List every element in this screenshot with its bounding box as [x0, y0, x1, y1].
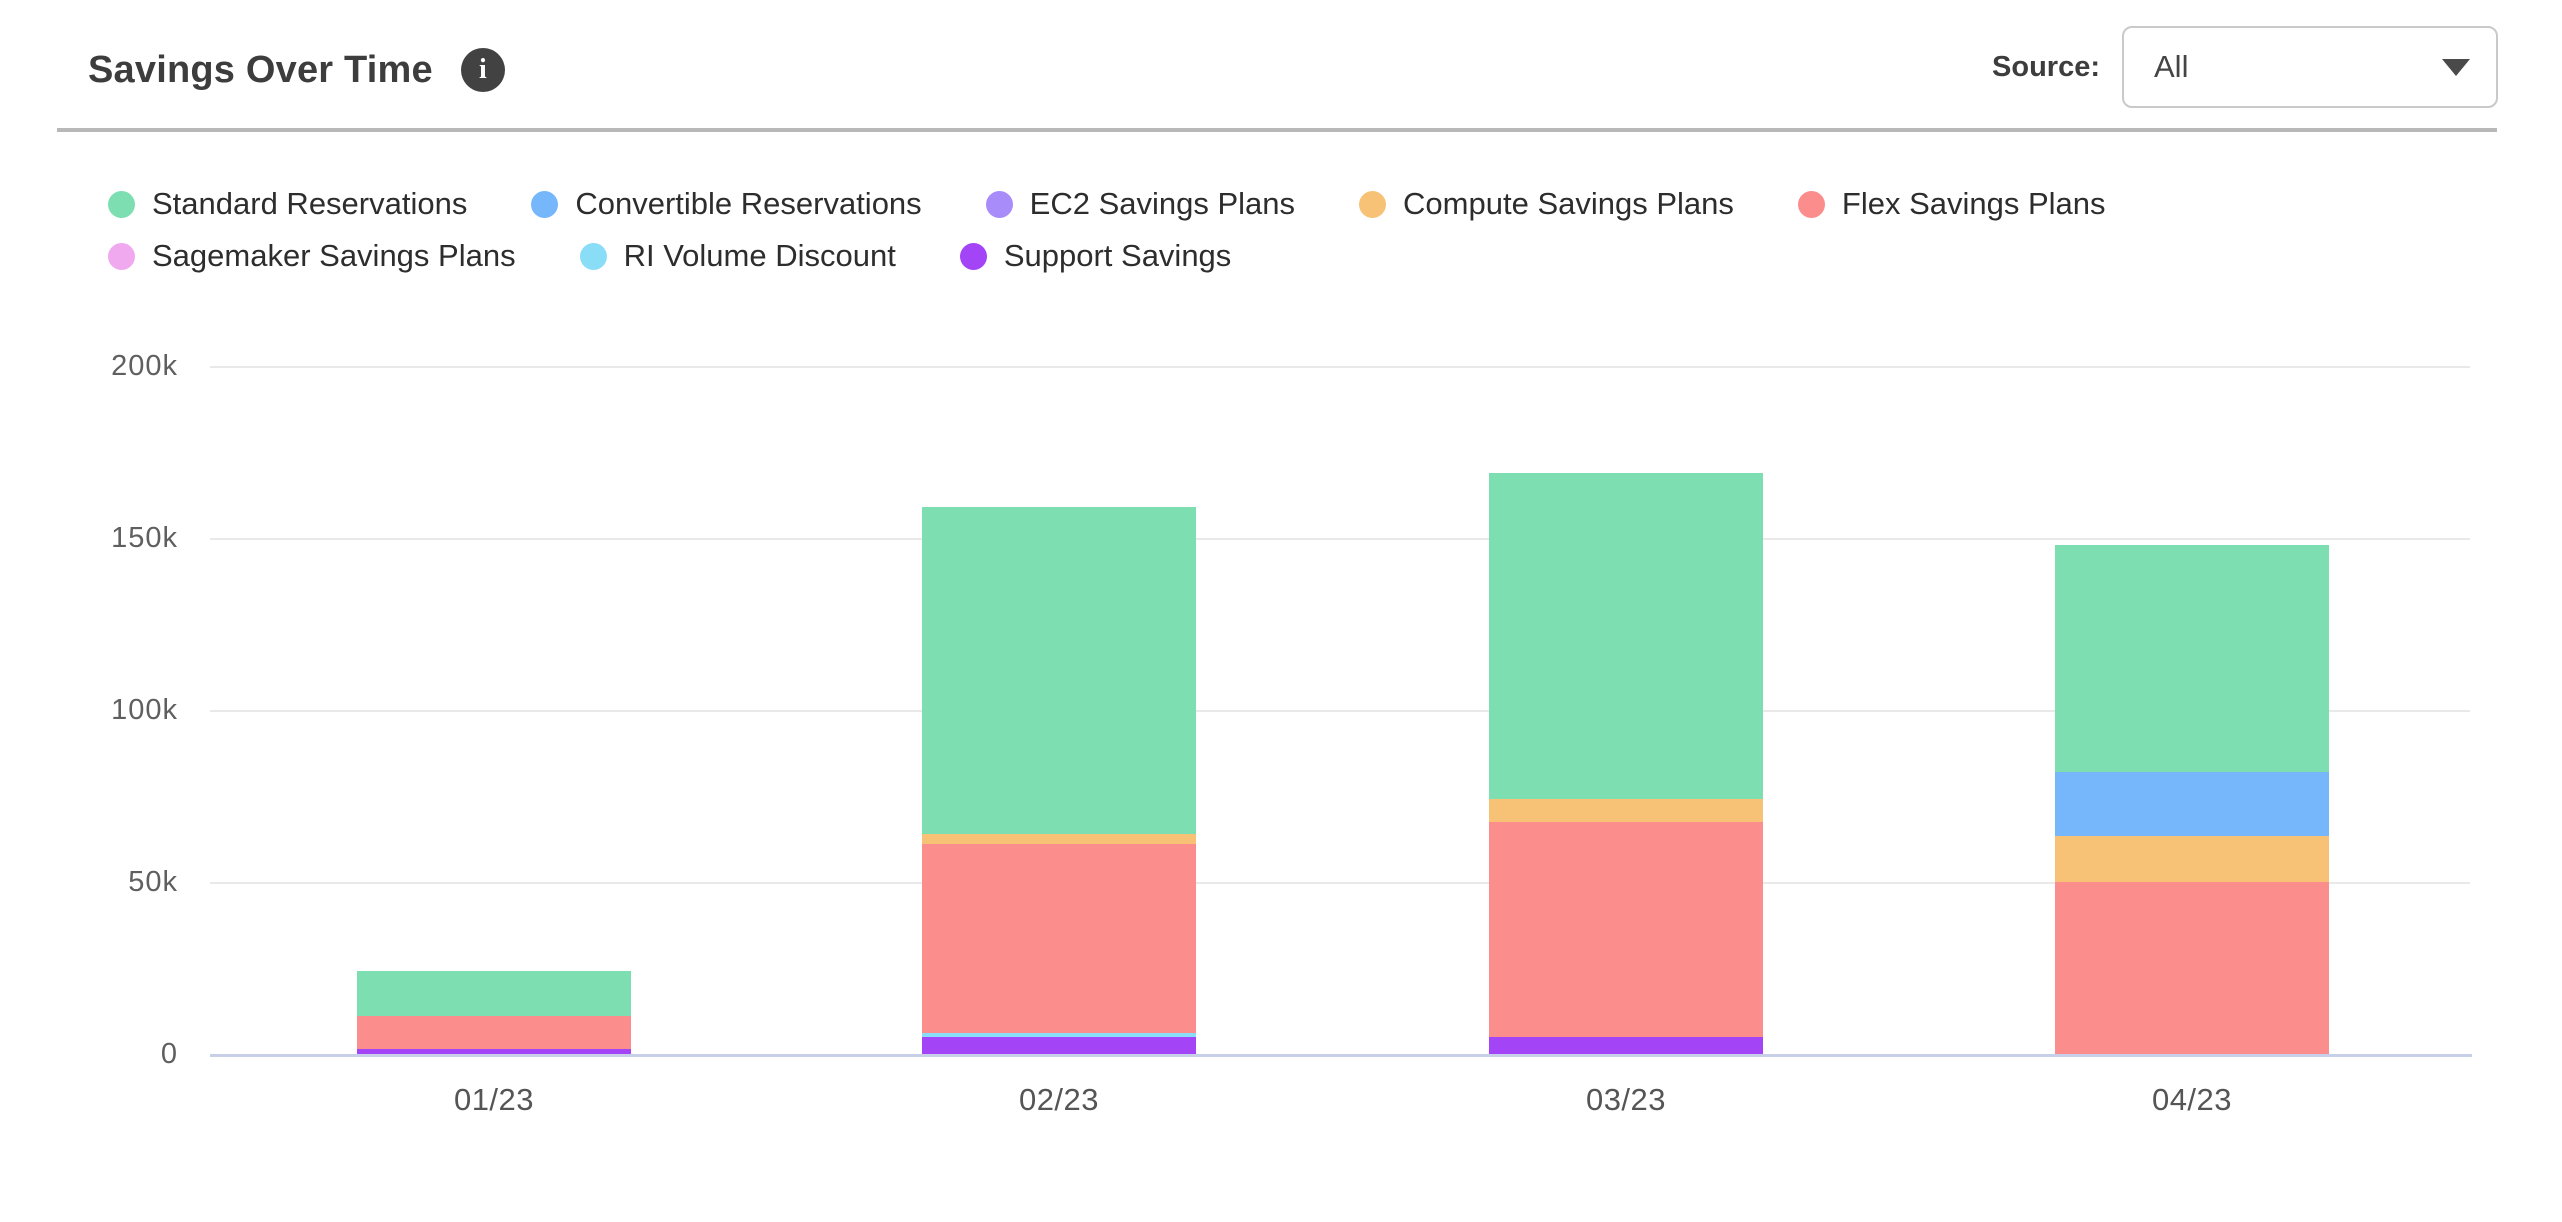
bar-segment-convertible-reservations[interactable] — [2055, 771, 2329, 836]
bar-segment-compute-savings-plans[interactable] — [1489, 799, 1763, 822]
bar-segment-standard-reservations[interactable] — [357, 971, 631, 1017]
legend-label: EC2 Savings Plans — [1029, 186, 1296, 221]
legend-dot-icon — [985, 190, 1013, 218]
y-axis-tick-150k: 150k — [111, 522, 178, 554]
legend-dot-icon — [108, 190, 135, 218]
y-axis-tick-0: 0 — [160, 1038, 178, 1070]
bar-01/23[interactable] — [357, 971, 631, 1054]
legend-dot-icon — [959, 242, 987, 270]
legend-label: Support Savings — [1003, 238, 1232, 273]
page-title: Savings Over Time — [88, 48, 433, 91]
gridline-100k — [210, 710, 2470, 712]
x-axis-tick-01/23: 01/23 — [453, 1082, 535, 1117]
gridline-150k — [210, 538, 2470, 540]
gridline-50k — [210, 882, 2470, 884]
header-divider — [57, 128, 2497, 132]
chart-legend: Standard Reservations Convertible Reserva… — [108, 186, 2458, 274]
legend-label: RI Volume Discount — [623, 238, 896, 273]
source-label: Source: — [1992, 50, 2100, 83]
bar-segment-support-savings[interactable] — [357, 1048, 631, 1054]
legend-dot-icon — [579, 242, 607, 270]
legend-label: Sagemaker Savings Plans — [152, 238, 516, 273]
legend-label: Flex Savings Plans — [1841, 186, 2106, 221]
x-axis-baseline — [210, 1054, 2472, 1057]
legend-item-sagemaker-savings-plans[interactable]: Sagemaker Savings Plans — [108, 238, 516, 274]
gridline-200k — [210, 366, 2470, 368]
y-axis-tick-50k: 50k — [128, 866, 178, 898]
bar-03/23[interactable] — [1489, 472, 1763, 1054]
bar-segment-support-savings[interactable] — [922, 1036, 1196, 1054]
legend-label: Compute Savings Plans — [1403, 186, 1734, 221]
x-axis-tick-03/23: 03/23 — [1585, 1082, 1667, 1117]
chart-header: Savings Over Time i Source: All — [0, 0, 2562, 128]
y-axis-tick-200k: 200k — [111, 350, 178, 382]
legend-item-convertible-reservations[interactable]: Convertible Reservations — [531, 186, 922, 222]
legend-item-support-savings[interactable]: Support Savings — [959, 238, 1232, 274]
x-axis-tick-02/23: 02/23 — [1018, 1082, 1100, 1117]
legend-label: Convertible Reservations — [575, 186, 922, 221]
legend-item-ri-volume-discount[interactable]: RI Volume Discount — [579, 238, 896, 274]
legend-item-flex-savings-plans[interactable]: Flex Savings Plans — [1797, 186, 2106, 222]
bar-segment-compute-savings-plans[interactable] — [922, 833, 1196, 845]
legend-dot-icon — [1797, 190, 1825, 218]
source-selected-value: All — [2154, 49, 2189, 84]
legend-item-compute-savings-plans[interactable]: Compute Savings Plans — [1359, 186, 1734, 222]
stacked-bar-chart: 200k 150k 100k 50k 0 01/23 02/23 03/23 04/23 — [0, 316, 2562, 1146]
chevron-down-icon — [2442, 58, 2470, 76]
bar-segment-support-savings[interactable] — [1489, 1036, 1763, 1054]
bar-segment-compute-savings-plans[interactable] — [2055, 835, 2329, 882]
legend-label: Standard Reservations — [152, 186, 468, 221]
bar-segment-standard-reservations[interactable] — [922, 507, 1196, 834]
x-axis-tick-04/23: 04/23 — [2151, 1082, 2233, 1117]
source-select[interactable]: All — [2122, 26, 2498, 108]
bar-segment-flex-savings-plans[interactable] — [922, 844, 1196, 1034]
bar-02/23[interactable] — [922, 507, 1196, 1054]
bar-segment-flex-savings-plans[interactable] — [357, 1016, 631, 1049]
legend-item-standard-reservations[interactable]: Standard Reservations — [108, 186, 467, 222]
bar-segment-standard-reservations[interactable] — [2055, 544, 2329, 772]
bar-segment-flex-savings-plans[interactable] — [2055, 882, 2329, 1054]
legend-dot-icon — [108, 242, 135, 270]
bar-segment-ri-volume-discount[interactable] — [922, 1033, 1196, 1037]
legend-dot-icon — [1359, 190, 1387, 218]
legend-dot-icon — [531, 190, 559, 218]
legend-item-ec2-savings-plans[interactable]: EC2 Savings Plans — [985, 186, 1296, 222]
bar-04/23[interactable] — [2055, 544, 2329, 1054]
bar-segment-standard-reservations[interactable] — [1489, 472, 1763, 800]
info-icon[interactable]: i — [460, 48, 505, 92]
y-axis-tick-100k: 100k — [111, 694, 178, 726]
bar-segment-flex-savings-plans[interactable] — [1489, 821, 1763, 1037]
